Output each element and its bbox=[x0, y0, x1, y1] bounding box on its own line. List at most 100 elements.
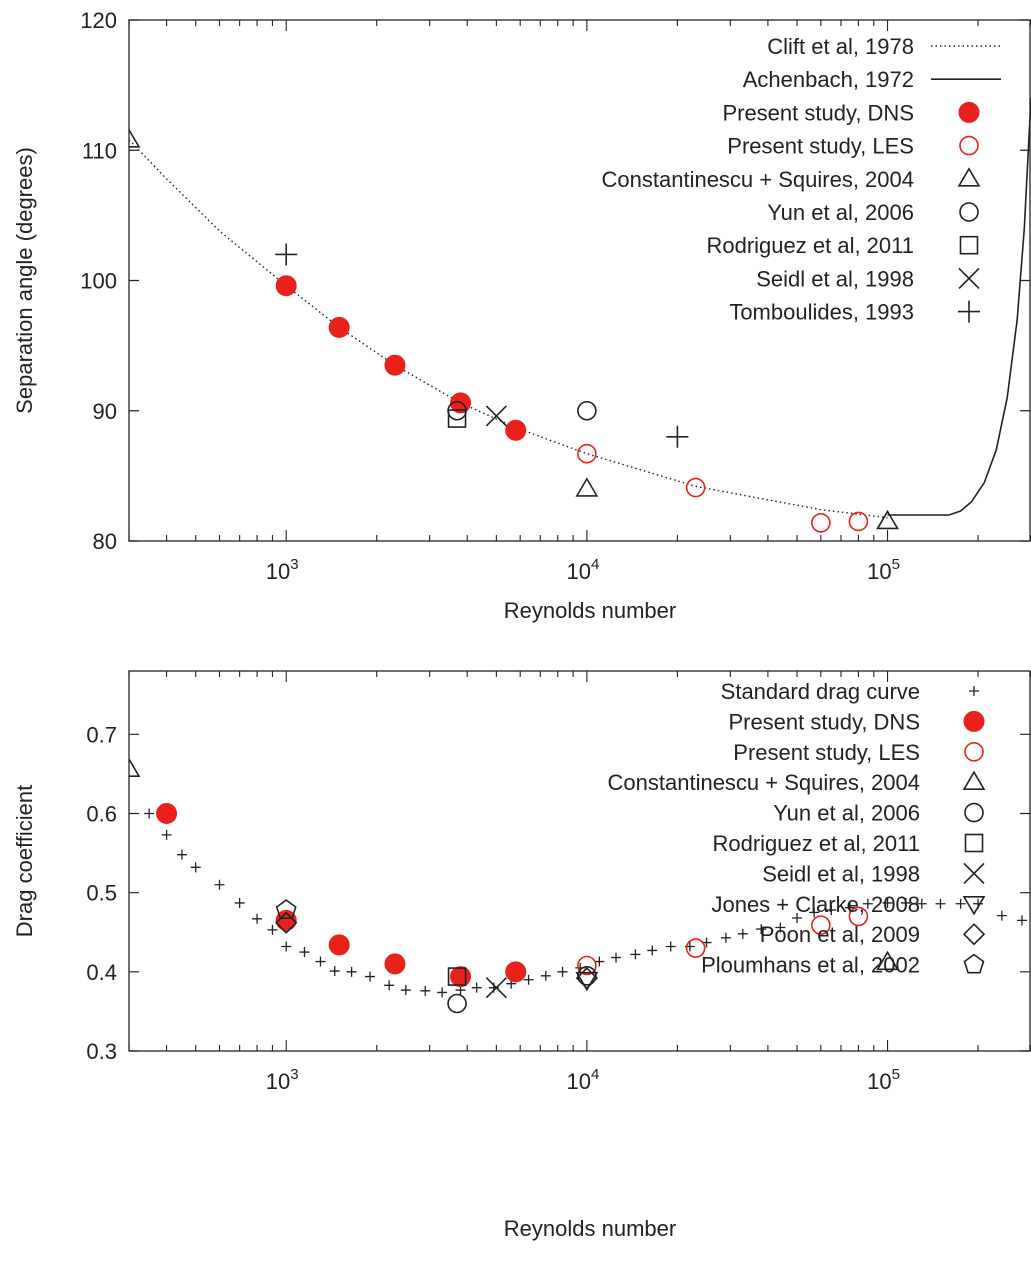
legend-label: Rodriguez et al, 2011 bbox=[706, 233, 914, 258]
data-point bbox=[485, 405, 507, 427]
data-point bbox=[144, 808, 155, 819]
data-point bbox=[384, 354, 406, 376]
data-point bbox=[156, 803, 178, 824]
data-point bbox=[720, 932, 731, 943]
data-point bbox=[540, 970, 551, 981]
legend-label: Present study, DNS bbox=[722, 100, 914, 125]
legend-label: Constantinescu + Squires, 2004 bbox=[602, 167, 914, 192]
data-point bbox=[471, 982, 482, 993]
series-triangle-down bbox=[575, 971, 599, 992]
data-point bbox=[329, 966, 340, 977]
legend-marker bbox=[959, 135, 979, 156]
data-point bbox=[685, 477, 706, 498]
data-point bbox=[594, 956, 605, 967]
data-point bbox=[447, 409, 467, 428]
legend-label: Seidl et al, 1998 bbox=[756, 266, 914, 291]
data-point bbox=[882, 897, 893, 908]
data-point bbox=[437, 987, 448, 998]
legend-marker bbox=[964, 833, 984, 853]
y-tick-label: 120 bbox=[80, 8, 117, 33]
data-point bbox=[811, 512, 831, 533]
data-point bbox=[505, 419, 527, 441]
data-point bbox=[315, 956, 326, 967]
data-point bbox=[737, 928, 748, 939]
data-point bbox=[844, 902, 855, 913]
y-axis-label: Drag coefficient bbox=[12, 785, 37, 937]
data-point bbox=[267, 924, 278, 935]
legend-marker bbox=[958, 101, 980, 123]
legend-label: Seidl et al, 1998 bbox=[762, 861, 920, 886]
data-point bbox=[848, 906, 869, 927]
data-point bbox=[505, 961, 527, 983]
legend-label: Present study, LES bbox=[727, 134, 914, 159]
series-open-circle-red bbox=[577, 443, 869, 533]
separation-angle-chart: 80 90 100 110 120 103 104 105 Reynolds number Sep… bbox=[12, 8, 1031, 623]
data-point bbox=[420, 985, 431, 996]
legend-marker bbox=[969, 686, 979, 696]
data-point bbox=[214, 879, 225, 890]
legend-marker bbox=[959, 202, 979, 222]
data-point bbox=[666, 425, 689, 448]
y-tick-label: 0.4 bbox=[86, 960, 117, 985]
data-point bbox=[384, 980, 395, 991]
series-plus bbox=[275, 243, 689, 448]
legend-marker bbox=[962, 923, 986, 946]
series-pentagon bbox=[275, 899, 297, 920]
series-open-circle-red bbox=[577, 906, 869, 976]
x-tick-label: 103 bbox=[266, 556, 299, 584]
legend-marker bbox=[962, 770, 986, 791]
series-small-plus bbox=[144, 808, 1027, 998]
y-tick-label: 90 bbox=[93, 399, 117, 424]
data-point bbox=[161, 829, 172, 840]
legend-label: Present study, LES bbox=[733, 740, 920, 765]
y-tick-label: 80 bbox=[93, 529, 117, 554]
legend-marker bbox=[963, 862, 985, 884]
data-point bbox=[346, 966, 357, 977]
data-point bbox=[756, 924, 767, 935]
legend-marker bbox=[962, 895, 986, 916]
data-point bbox=[876, 509, 899, 530]
legend-label: Jones + Clarke, 2008 bbox=[711, 892, 920, 917]
x-tick-label: 103 bbox=[266, 1066, 299, 1094]
data-point bbox=[190, 862, 201, 873]
data-point bbox=[935, 898, 946, 909]
legend-label: Achenbach, 1972 bbox=[743, 67, 914, 92]
data-point bbox=[775, 922, 786, 933]
data-point bbox=[611, 952, 622, 963]
data-point bbox=[577, 955, 597, 976]
legend-label: Ploumhans et al, 2002 bbox=[701, 953, 920, 978]
drag-coefficient-chart: 0.3 0.4 0.5 0.6 0.7 103 104 105 Reynolds number D… bbox=[12, 670, 1031, 1241]
legend-marker bbox=[958, 267, 980, 289]
achenbach-curve-line bbox=[887, 98, 1031, 516]
legend-marker bbox=[964, 741, 984, 762]
legend: Clift et al, 1978 Achenbach, 1972 Present … bbox=[602, 34, 1001, 325]
clift-curve-line bbox=[129, 139, 888, 519]
data-point bbox=[647, 945, 658, 956]
data-point bbox=[811, 915, 831, 935]
x-tick-label: 104 bbox=[566, 1066, 599, 1094]
legend-marker bbox=[963, 953, 985, 974]
legend-label: Yun et al, 2006 bbox=[773, 801, 920, 826]
y-tick-label: 0.6 bbox=[86, 802, 117, 827]
legend-label: Poon et al, 2009 bbox=[760, 922, 920, 947]
data-layer bbox=[129, 98, 1031, 533]
data-point bbox=[916, 898, 927, 909]
x-tick-label: 105 bbox=[867, 556, 900, 584]
data-point bbox=[252, 913, 263, 924]
data-point bbox=[129, 128, 141, 148]
data-point bbox=[447, 993, 467, 1014]
data-point bbox=[129, 757, 141, 777]
data-point bbox=[384, 953, 406, 975]
y-tick-label: 0.7 bbox=[86, 722, 117, 747]
data-point bbox=[1016, 915, 1027, 926]
legend-marker bbox=[957, 167, 981, 187]
legend-marker bbox=[959, 235, 979, 255]
series-dotted-line bbox=[129, 139, 888, 519]
data-point bbox=[848, 511, 869, 532]
data-point bbox=[328, 316, 350, 338]
legend-label: Rodriguez et al, 2011 bbox=[712, 831, 920, 856]
data-point bbox=[299, 947, 310, 958]
data-point bbox=[577, 443, 597, 464]
y-tick-label: 0.3 bbox=[86, 1039, 117, 1064]
